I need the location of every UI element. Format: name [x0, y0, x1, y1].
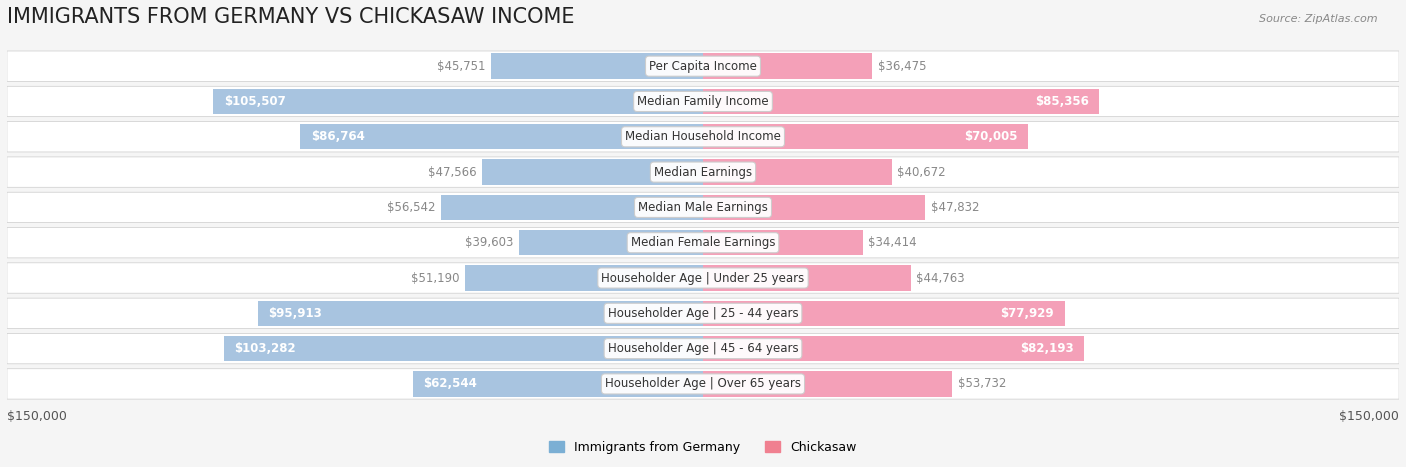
Text: Median Male Earnings: Median Male Earnings	[638, 201, 768, 214]
FancyBboxPatch shape	[7, 333, 1399, 364]
Bar	[703, 265, 911, 291]
Text: $77,929: $77,929	[1001, 307, 1054, 320]
Text: Median Earnings: Median Earnings	[654, 166, 752, 178]
Bar	[440, 195, 703, 220]
FancyBboxPatch shape	[7, 51, 1399, 81]
Bar	[413, 371, 703, 396]
Text: $47,832: $47,832	[931, 201, 979, 214]
FancyBboxPatch shape	[7, 227, 1399, 258]
FancyBboxPatch shape	[7, 121, 1399, 152]
Text: $44,763: $44,763	[917, 271, 965, 284]
Bar	[491, 53, 703, 79]
FancyBboxPatch shape	[7, 263, 1399, 293]
Bar	[257, 301, 703, 326]
Bar	[703, 336, 1084, 361]
Legend: Immigrants from Germany, Chickasaw: Immigrants from Germany, Chickasaw	[544, 436, 862, 459]
Text: $53,732: $53,732	[957, 377, 1007, 390]
Text: $105,507: $105,507	[224, 95, 285, 108]
Bar	[703, 195, 925, 220]
Text: $95,913: $95,913	[269, 307, 322, 320]
Bar	[703, 159, 891, 185]
FancyBboxPatch shape	[7, 369, 1399, 399]
FancyBboxPatch shape	[7, 86, 1399, 117]
Bar	[224, 336, 703, 361]
Text: $70,005: $70,005	[965, 130, 1018, 143]
Text: $45,751: $45,751	[437, 60, 485, 73]
Text: $56,542: $56,542	[387, 201, 434, 214]
Bar	[703, 230, 863, 255]
Text: Median Household Income: Median Household Income	[626, 130, 780, 143]
Text: IMMIGRANTS FROM GERMANY VS CHICKASAW INCOME: IMMIGRANTS FROM GERMANY VS CHICKASAW INC…	[7, 7, 575, 28]
Bar	[519, 230, 703, 255]
Text: Source: ZipAtlas.com: Source: ZipAtlas.com	[1260, 14, 1378, 24]
Text: $36,475: $36,475	[877, 60, 927, 73]
Text: $150,000: $150,000	[1339, 410, 1399, 424]
Text: Householder Age | Over 65 years: Householder Age | Over 65 years	[605, 377, 801, 390]
Text: $47,566: $47,566	[427, 166, 477, 178]
Text: $150,000: $150,000	[7, 410, 67, 424]
FancyBboxPatch shape	[7, 298, 1399, 328]
Text: $82,193: $82,193	[1021, 342, 1074, 355]
Text: $39,603: $39,603	[465, 236, 513, 249]
Text: Median Family Income: Median Family Income	[637, 95, 769, 108]
Text: $86,764: $86,764	[311, 130, 364, 143]
Text: Median Female Earnings: Median Female Earnings	[631, 236, 775, 249]
Text: $40,672: $40,672	[897, 166, 946, 178]
FancyBboxPatch shape	[7, 157, 1399, 187]
Bar	[703, 89, 1099, 114]
Text: Householder Age | 25 - 44 years: Householder Age | 25 - 44 years	[607, 307, 799, 320]
Bar	[465, 265, 703, 291]
Bar	[703, 301, 1064, 326]
Text: Householder Age | Under 25 years: Householder Age | Under 25 years	[602, 271, 804, 284]
Text: $51,190: $51,190	[412, 271, 460, 284]
Bar	[482, 159, 703, 185]
Bar	[703, 371, 952, 396]
Bar	[703, 124, 1028, 149]
Text: $62,544: $62,544	[423, 377, 477, 390]
Text: Householder Age | 45 - 64 years: Householder Age | 45 - 64 years	[607, 342, 799, 355]
Bar	[703, 53, 872, 79]
Text: Per Capita Income: Per Capita Income	[650, 60, 756, 73]
Text: $85,356: $85,356	[1035, 95, 1088, 108]
Text: $34,414: $34,414	[869, 236, 917, 249]
Bar	[214, 89, 703, 114]
FancyBboxPatch shape	[7, 192, 1399, 223]
Bar	[301, 124, 703, 149]
Text: $103,282: $103,282	[235, 342, 295, 355]
